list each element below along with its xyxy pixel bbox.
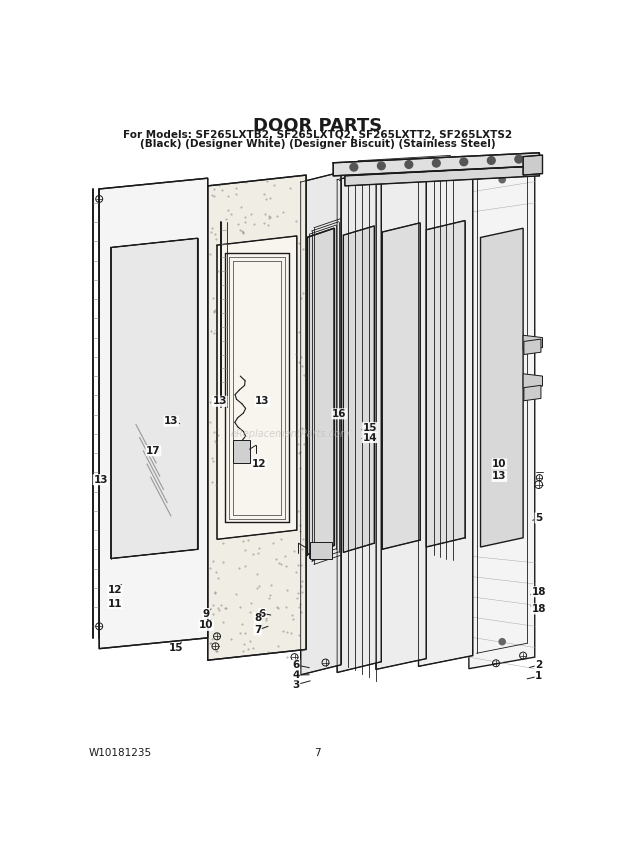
Text: 10: 10 <box>492 459 507 469</box>
Polygon shape <box>343 226 374 552</box>
Polygon shape <box>217 236 297 539</box>
Text: 16: 16 <box>332 409 347 419</box>
Polygon shape <box>418 163 472 666</box>
Text: 9: 9 <box>203 609 210 619</box>
Text: 11: 11 <box>108 598 122 609</box>
Circle shape <box>433 159 440 167</box>
Bar <box>232 440 249 463</box>
Text: 4: 4 <box>293 670 300 680</box>
Polygon shape <box>524 385 541 401</box>
Text: 13: 13 <box>213 396 227 407</box>
Bar <box>310 542 332 559</box>
Polygon shape <box>523 374 542 389</box>
Text: W10181235: W10181235 <box>89 748 153 758</box>
Polygon shape <box>480 229 523 547</box>
Text: 8: 8 <box>254 613 261 623</box>
Circle shape <box>378 162 385 169</box>
Text: DOOR PARTS: DOOR PARTS <box>253 116 383 134</box>
Polygon shape <box>376 166 427 669</box>
Text: 10: 10 <box>199 621 213 630</box>
Polygon shape <box>208 175 306 660</box>
Polygon shape <box>469 160 534 669</box>
Text: 13: 13 <box>164 416 179 426</box>
Polygon shape <box>307 229 334 555</box>
Text: 13: 13 <box>255 396 270 407</box>
Text: 6: 6 <box>293 660 299 670</box>
Text: 15: 15 <box>363 423 377 432</box>
Circle shape <box>405 161 413 169</box>
Polygon shape <box>523 155 542 175</box>
Text: eReplacementParts.com: eReplacementParts.com <box>231 429 350 439</box>
Polygon shape <box>427 221 465 547</box>
Text: 1: 1 <box>535 671 542 681</box>
Text: 12: 12 <box>108 586 122 596</box>
Text: 18: 18 <box>531 604 546 614</box>
Text: 17: 17 <box>146 446 161 455</box>
Text: 2: 2 <box>535 660 542 670</box>
Polygon shape <box>99 178 208 649</box>
Text: 5: 5 <box>535 513 542 523</box>
Polygon shape <box>334 152 539 175</box>
Text: 7: 7 <box>314 748 321 758</box>
Text: 18: 18 <box>531 586 546 597</box>
Text: 12: 12 <box>252 459 267 469</box>
Polygon shape <box>382 223 420 550</box>
Text: 14: 14 <box>362 432 377 443</box>
Text: 6: 6 <box>259 609 266 619</box>
Polygon shape <box>524 339 541 354</box>
Circle shape <box>499 639 505 645</box>
Circle shape <box>515 155 523 163</box>
Text: 13: 13 <box>492 472 507 481</box>
Polygon shape <box>111 238 198 559</box>
Text: 3: 3 <box>293 680 299 690</box>
Text: (Black) (Designer White) (Designer Biscuit) (Stainless Steel): (Black) (Designer White) (Designer Biscu… <box>140 139 495 149</box>
Text: 7: 7 <box>254 625 262 635</box>
Circle shape <box>460 158 467 166</box>
Text: 13: 13 <box>94 475 108 484</box>
Polygon shape <box>345 166 539 186</box>
Polygon shape <box>523 336 542 350</box>
Polygon shape <box>337 169 381 673</box>
Circle shape <box>350 163 358 171</box>
Circle shape <box>499 176 505 183</box>
Text: 15: 15 <box>169 644 184 653</box>
Polygon shape <box>301 172 341 675</box>
Circle shape <box>487 157 495 164</box>
Text: For Models: SF265LXTB2, SF265LXTQ2, SF265LXTT2, SF265LXTS2: For Models: SF265LXTB2, SF265LXTQ2, SF26… <box>123 129 512 140</box>
